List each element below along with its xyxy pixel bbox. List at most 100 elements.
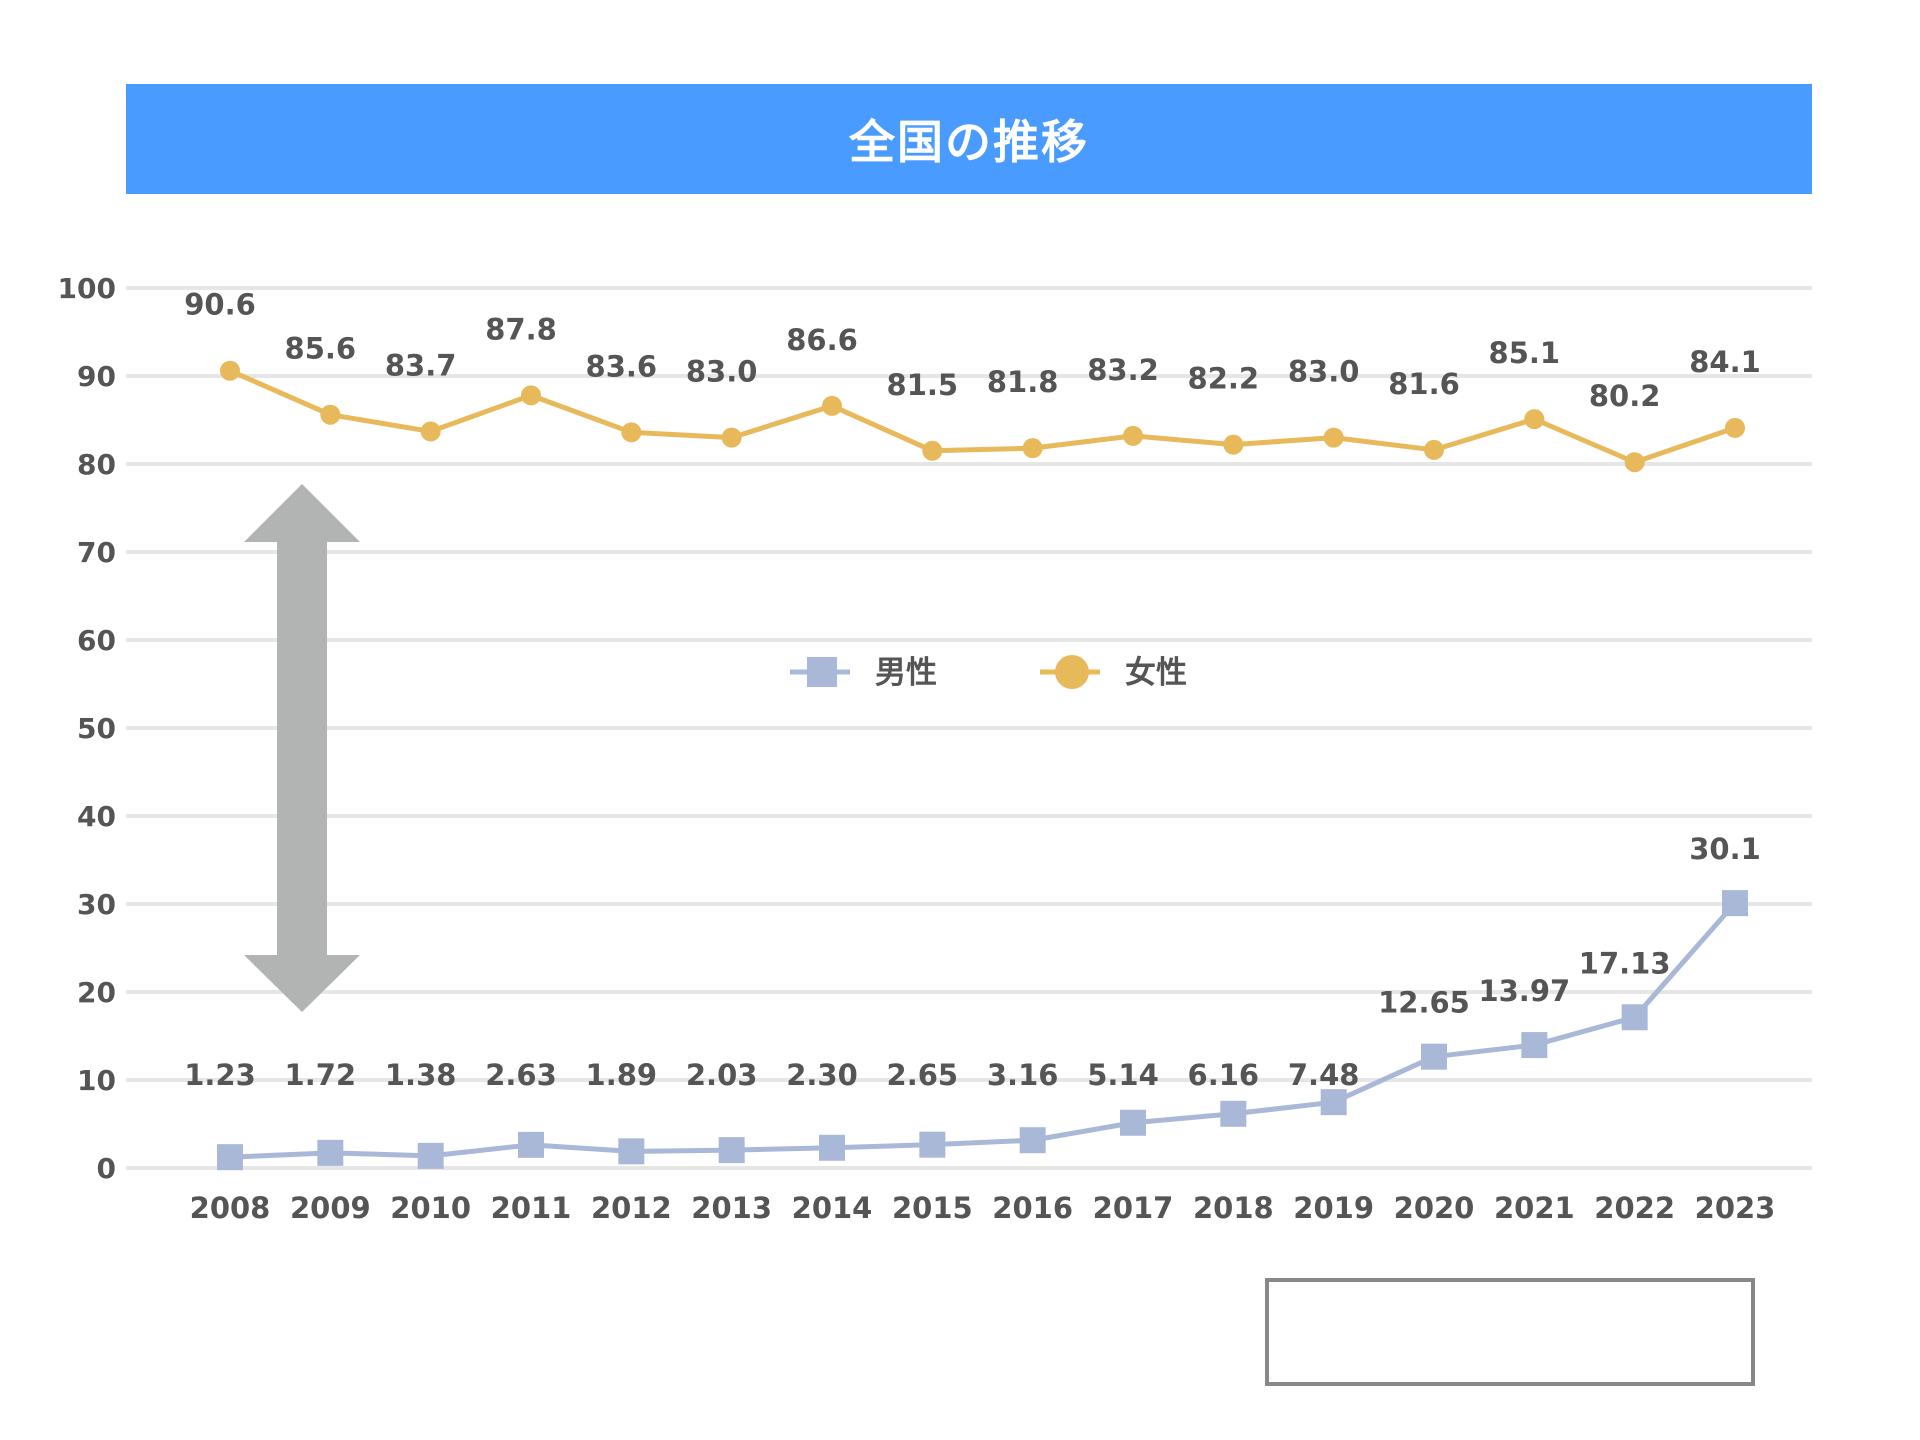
x-tick-label: 2023 xyxy=(1695,1191,1776,1225)
data-label-female: 80.2 xyxy=(1589,379,1661,413)
data-label-female: 83.0 xyxy=(1288,355,1360,389)
data-point-female xyxy=(922,440,943,461)
data-point-male xyxy=(217,1144,243,1171)
data-label-male: 6.16 xyxy=(1188,1058,1260,1092)
x-tick-label: 2014 xyxy=(792,1191,873,1225)
data-point-male xyxy=(1621,1004,1648,1031)
data-label-female: 82.2 xyxy=(1188,362,1260,396)
legend-box xyxy=(1265,1278,1755,1386)
data-label-male: 1.72 xyxy=(285,1058,357,1092)
data-label-male: 5.14 xyxy=(1087,1058,1159,1092)
legend-label-center: 女性 xyxy=(1125,655,1187,691)
data-point-female xyxy=(822,395,842,416)
series-line-male xyxy=(229,901,1737,1160)
data-label-male: 2.03 xyxy=(686,1058,758,1092)
data-point-female xyxy=(220,360,240,381)
data-point-female xyxy=(1524,409,1545,430)
data-label-female: 84.1 xyxy=(1689,345,1761,379)
data-label-female: 85.1 xyxy=(1489,336,1561,370)
data-label-male: 2.65 xyxy=(887,1058,959,1092)
legend-marker-center xyxy=(807,657,837,687)
data-label-male: 7.48 xyxy=(1288,1058,1360,1092)
data-point-female xyxy=(1725,417,1745,438)
data-point-female xyxy=(521,385,541,406)
x-tick-label: 2021 xyxy=(1494,1191,1575,1225)
chart-title: 全国の推移 xyxy=(849,115,1089,169)
data-point-male xyxy=(919,1131,946,1158)
y-tick-label: 20 xyxy=(77,976,116,1009)
y-tick-label: 0 xyxy=(97,1152,116,1185)
y-tick-label: 40 xyxy=(77,800,116,833)
data-label-male: 13.97 xyxy=(1478,974,1570,1008)
data-label-male: 3.16 xyxy=(987,1058,1059,1092)
x-tick-label: 2017 xyxy=(1093,1191,1174,1225)
data-point-male xyxy=(1019,1127,1046,1154)
data-label-male: 1.38 xyxy=(385,1058,457,1092)
data-point-male xyxy=(417,1142,444,1169)
data-point-male xyxy=(819,1134,845,1161)
data-point-female xyxy=(1022,438,1043,459)
x-tick-label: 2008 xyxy=(190,1191,271,1225)
data-point-male xyxy=(1120,1109,1146,1136)
data-label-female: 86.6 xyxy=(786,323,858,357)
x-tick-label: 2018 xyxy=(1193,1191,1274,1225)
x-tick-label: 2019 xyxy=(1293,1191,1374,1225)
x-tick-label: 2013 xyxy=(691,1191,772,1225)
y-tick-label: 90 xyxy=(77,360,116,393)
data-label-female: 83.0 xyxy=(686,355,758,389)
data-label-male: 17.13 xyxy=(1579,946,1671,980)
data-label-female: 81.6 xyxy=(1388,367,1460,401)
y-tick-label: 10 xyxy=(77,1064,116,1097)
x-tick-label: 2010 xyxy=(390,1191,471,1225)
data-label-female: 90.6 xyxy=(184,288,256,322)
y-tick-label: 100 xyxy=(58,272,116,305)
data-point-female xyxy=(1123,425,1143,446)
data-label-male: 12.65 xyxy=(1378,986,1470,1020)
chart-title-bar: 全国の推移 xyxy=(126,84,1812,194)
data-label-female: 81.8 xyxy=(987,365,1059,399)
data-point-male xyxy=(1521,1032,1548,1059)
gray-double-arrow xyxy=(244,484,360,1012)
series-line-female xyxy=(228,368,1736,465)
data-label-female: 81.5 xyxy=(887,368,959,402)
legend-marker-center xyxy=(1055,655,1089,689)
y-tick-label: 60 xyxy=(77,624,116,657)
data-label-male: 1.23 xyxy=(184,1058,256,1092)
data-point-female xyxy=(721,427,742,448)
data-point-female xyxy=(621,422,642,443)
y-tick-label: 50 xyxy=(77,712,116,745)
x-tick-label: 2015 xyxy=(892,1191,973,1225)
data-label-male: 2.30 xyxy=(786,1058,858,1092)
x-tick-label: 2009 xyxy=(290,1191,371,1225)
data-point-female xyxy=(420,421,441,442)
data-point-female xyxy=(1424,439,1444,460)
x-tick-label: 2011 xyxy=(491,1191,572,1225)
data-label-male: 1.89 xyxy=(586,1058,658,1092)
data-point-female xyxy=(1223,434,1244,455)
data-point-male xyxy=(718,1137,745,1164)
data-label-female: 83.7 xyxy=(385,348,457,382)
data-label-female: 87.8 xyxy=(485,312,557,346)
y-tick-label: 70 xyxy=(77,536,116,569)
x-tick-label: 2020 xyxy=(1394,1191,1475,1225)
data-point-male xyxy=(317,1139,344,1166)
data-label-male: 30.1 xyxy=(1689,832,1761,866)
data-point-female xyxy=(1624,452,1645,473)
data-point-male xyxy=(1722,890,1748,917)
data-label-male: 2.63 xyxy=(485,1058,557,1092)
y-tick-label: 30 xyxy=(77,888,116,921)
data-label-female: 83.6 xyxy=(586,349,658,383)
x-tick-label: 2022 xyxy=(1594,1191,1675,1225)
x-tick-label: 2012 xyxy=(591,1191,672,1225)
data-point-male xyxy=(1220,1100,1247,1127)
data-label-female: 83.2 xyxy=(1087,353,1159,387)
data-point-male xyxy=(1320,1089,1347,1116)
data-point-male xyxy=(618,1138,645,1165)
data-point-female xyxy=(320,404,341,425)
data-label-female: 85.6 xyxy=(285,332,357,366)
legend-label-center: 男性 xyxy=(875,655,937,691)
y-tick-label: 80 xyxy=(77,448,116,481)
data-point-male xyxy=(1421,1043,1447,1070)
data-point-female xyxy=(1323,427,1344,448)
